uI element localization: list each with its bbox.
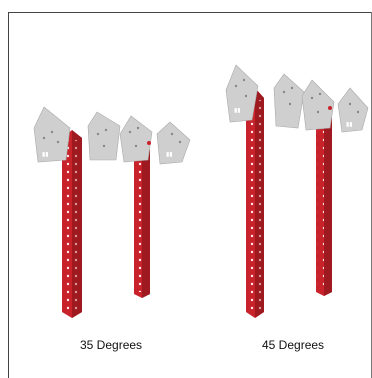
svg-text:▮▮: ▮▮ (42, 152, 49, 158)
plate-45-b (273, 73, 305, 129)
svg-text:▮▮: ▮▮ (234, 108, 241, 114)
caption-35-degrees: 35 Degrees (80, 338, 143, 352)
plate-35-d: ▮▮ (156, 121, 191, 165)
plate-35-a: ▮▮ (33, 106, 71, 163)
caption-45-degrees: 45 Degrees (262, 338, 325, 352)
frame-left-border (8, 12, 9, 378)
group-35-degrees: ▮▮ ▮▮ (33, 106, 191, 318)
beam-35-tall (62, 130, 82, 318)
frame-top-border (8, 12, 372, 13)
plate-45-a: ▮▮ (225, 64, 259, 123)
svg-text:▮▮: ▮▮ (166, 152, 173, 158)
plate-45-d: ▮▮ (337, 87, 369, 133)
plate-35-b (87, 111, 121, 161)
beam-45-short (316, 110, 332, 296)
group-45-degrees: ▮▮ ▮▮ (225, 64, 369, 318)
svg-text:▮▮: ▮▮ (346, 122, 353, 128)
plate-35-c (119, 115, 153, 163)
beam-35-short (134, 144, 150, 298)
plate-45-c (301, 79, 335, 131)
beam-45-tall (246, 88, 264, 318)
